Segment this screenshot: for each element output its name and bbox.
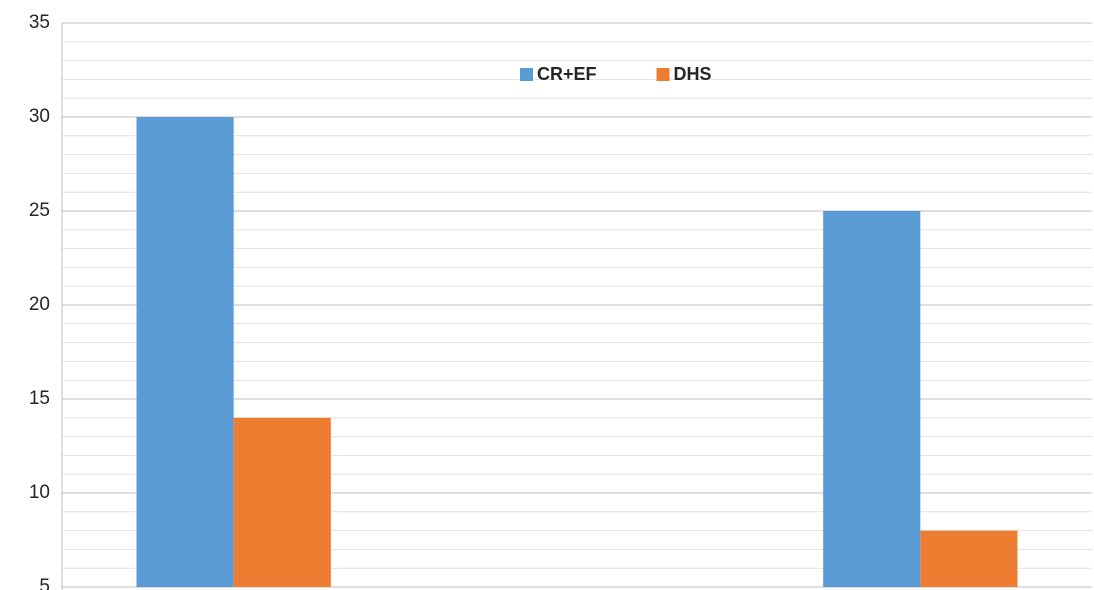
bar (136, 117, 234, 587)
bar (920, 530, 1018, 587)
y-tick-label: 5 (39, 576, 50, 590)
y-tick-label: 15 (29, 388, 50, 409)
y-tick-label: 25 (29, 200, 50, 221)
y-tick-label: 30 (29, 106, 50, 127)
legend-label: DHS (674, 64, 712, 84)
y-tick-label: 35 (29, 12, 50, 33)
legend-swatch (656, 68, 670, 81)
y-tick-label: 20 (29, 294, 50, 315)
y-tick-label: 10 (29, 482, 50, 503)
legend-label: CR+EF (537, 64, 597, 84)
legend-swatch (520, 68, 533, 81)
bar (233, 417, 331, 587)
bar (823, 211, 921, 587)
